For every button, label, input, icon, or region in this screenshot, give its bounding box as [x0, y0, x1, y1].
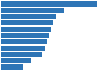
Bar [1, 8, 64, 13]
Bar [1, 39, 47, 44]
Bar [1, 64, 23, 70]
Bar [1, 27, 51, 32]
Bar [1, 58, 31, 63]
Bar [1, 14, 56, 19]
Bar [1, 46, 45, 51]
Bar [1, 33, 49, 38]
Bar [1, 20, 53, 25]
Bar [1, 52, 42, 57]
Bar [1, 1, 97, 7]
